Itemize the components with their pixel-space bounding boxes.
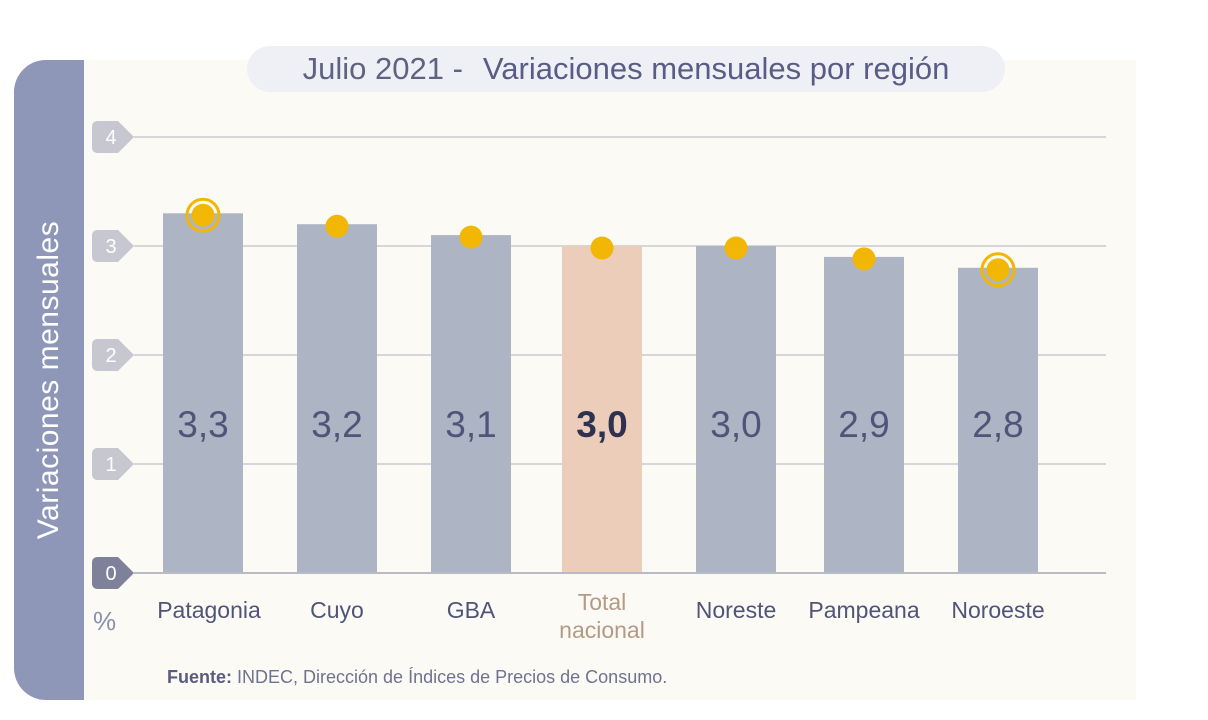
x-tick-label-line: nacional	[559, 617, 645, 643]
data-label: 2,9	[838, 404, 889, 445]
bar	[696, 246, 776, 573]
y-tick-badge	[92, 230, 134, 262]
data-label: 3,0	[576, 404, 627, 445]
value-marker	[325, 214, 349, 238]
source-note: Fuente: INDEC, Dirección de Índices de P…	[167, 667, 667, 688]
x-tick-label: Noroeste	[951, 597, 1044, 623]
ring-marker	[185, 197, 221, 233]
x-tick-label: GBA	[447, 597, 496, 623]
chart-title: Julio 2021 - Variaciones mensuales por r…	[247, 46, 1005, 92]
x-tick-label-line: Total	[578, 589, 627, 615]
data-label: 3,1	[445, 404, 496, 445]
x-tick-label: Noreste	[696, 597, 777, 623]
bar	[431, 235, 511, 573]
x-tick-label: Patagonia	[157, 597, 261, 623]
y-tick-badge	[92, 339, 134, 371]
value-marker	[852, 247, 876, 271]
data-label: 3,0	[710, 404, 761, 445]
y-tick-label: 3	[105, 236, 116, 258]
title-prefix: Julio 2021 -	[302, 51, 463, 86]
unit-label: %	[93, 606, 117, 636]
data-label: 3,2	[311, 404, 362, 445]
y-tick-label: 1	[105, 454, 116, 476]
bar	[824, 256, 904, 573]
bar	[297, 224, 377, 573]
value-marker	[590, 236, 614, 260]
data-label: 2,8	[972, 404, 1023, 445]
value-marker	[191, 203, 215, 227]
value-marker	[986, 258, 1010, 282]
y-tick-badge	[92, 448, 134, 480]
value-marker	[724, 236, 748, 260]
x-tick-label: Total nacional	[559, 589, 645, 643]
source-text: INDEC, Dirección de Índices de Precios d…	[237, 667, 668, 687]
data-label: 3,3	[177, 404, 228, 445]
value-marker	[459, 225, 483, 249]
y-tick-label: 0	[105, 563, 116, 585]
bar	[163, 213, 243, 574]
y-tick-label: 4	[105, 127, 116, 149]
x-tick-label: Pampeana	[808, 597, 919, 623]
source-bold: Fuente:	[167, 667, 232, 687]
y-tick-badge	[92, 121, 134, 153]
bar	[958, 267, 1038, 573]
x-tick-label: Cuyo	[310, 597, 364, 623]
title-main: Variaciones mensuales por región	[482, 51, 950, 86]
y-tick-badge	[92, 557, 134, 589]
bar	[562, 246, 642, 573]
ring-marker	[980, 252, 1016, 288]
y-tick-label: 2	[105, 345, 116, 367]
side-band	[14, 60, 84, 700]
